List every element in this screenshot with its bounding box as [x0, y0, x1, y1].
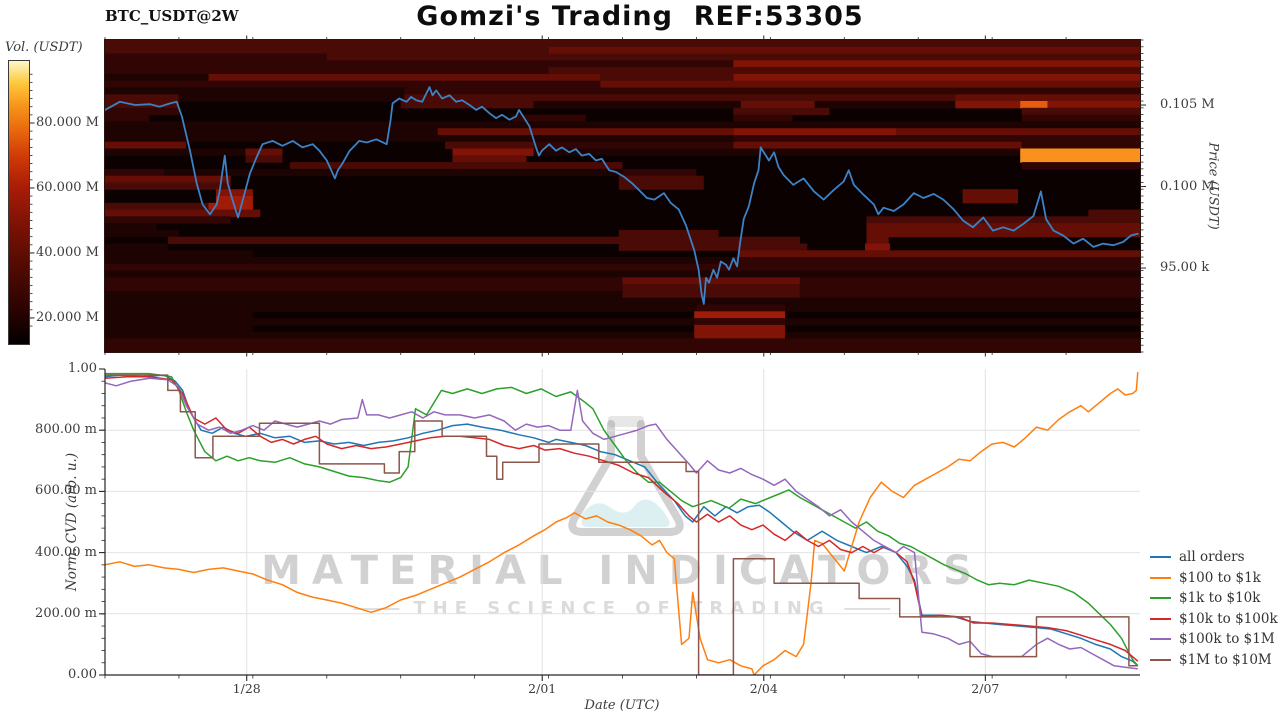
legend-label: $100k to $1M: [1179, 631, 1275, 648]
legend-item: $1k to $10k: [1150, 588, 1278, 609]
legend-item: $1M to $10M: [1150, 650, 1278, 671]
page-title: Gomzi's Trading REF:53305: [416, 1, 864, 32]
legend-item: $100 to $1k: [1150, 568, 1278, 589]
cvd-y-tick-label: 200.00 m: [35, 605, 97, 621]
legend-label: $10k to $100k: [1179, 610, 1278, 627]
cvd-y-tick-label: 600.00 m: [35, 483, 97, 499]
legend-item: $100k to $1M: [1150, 629, 1278, 650]
cvd-x-tick-label: 2/07: [971, 681, 1000, 696]
pair-label: BTC_USDT@2W: [105, 7, 239, 25]
price-tick-label: 95.00 k: [1160, 260, 1210, 276]
cvd-y-tick-label: 1.00: [68, 361, 97, 376]
volume-heatmap: [105, 40, 1140, 352]
legend: all orders $100 to $1k $1k to $10k $10k to …: [1150, 547, 1278, 670]
price-tick-label: 0.105 M: [1160, 97, 1215, 113]
y-axis-label: Norm. CVD (arb. u.): [64, 452, 80, 592]
cvd-y-tick-label: 800.00 m: [35, 422, 97, 438]
cvd-x-tick-label: 2/04: [749, 681, 778, 696]
legend-label: $100 to $1k: [1179, 569, 1261, 586]
legend-label: all orders: [1179, 549, 1245, 566]
legend-line-swatch: [1150, 638, 1171, 641]
legend-item: all orders: [1150, 547, 1278, 568]
legend-line-swatch: [1150, 576, 1171, 579]
price-tick-label: 0.100 M: [1160, 178, 1215, 194]
cvd-y-tick-label: 400.00 m: [35, 544, 97, 560]
price-axis-label: Price (USDT): [1205, 142, 1221, 230]
legend-item: $10k to $100k: [1150, 609, 1278, 630]
legend-label: $1M to $10M: [1179, 651, 1272, 668]
legend-line-swatch: [1150, 617, 1171, 620]
legend-line-swatch: [1150, 597, 1171, 600]
legend-line-swatch: [1150, 658, 1171, 661]
colorbar-tick-label: 40.000 M: [36, 244, 99, 260]
colorbar-gradient: [8, 60, 30, 345]
x-axis-label: Date (UTC): [584, 698, 660, 713]
legend-line-swatch: [1150, 556, 1171, 559]
cvd-x-tick-label: 1/28: [232, 681, 261, 696]
colorbar-tick-label: 60.000 M: [36, 179, 99, 195]
colorbar-label: Vol. (USDT): [5, 40, 83, 55]
cvd-x-tick-label: 2/01: [528, 681, 557, 696]
legend-label: $1k to $10k: [1179, 590, 1261, 607]
colorbar-tick-label: 80.000 M: [36, 114, 99, 130]
cvd-chart: [105, 369, 1140, 675]
cvd-y-tick-label: 0.00: [68, 667, 97, 682]
colorbar-tick-label: 20.000 M: [36, 309, 99, 325]
